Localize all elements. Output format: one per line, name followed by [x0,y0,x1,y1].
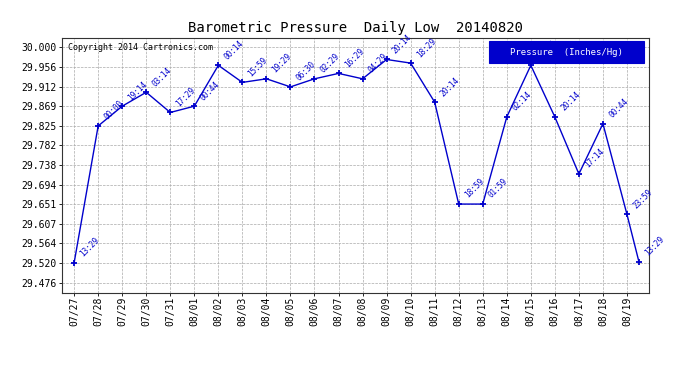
Title: Barometric Pressure  Daily Low  20140820: Barometric Pressure Daily Low 20140820 [188,21,523,35]
Text: 01:59: 01:59 [487,177,510,200]
Text: 17:14: 17:14 [583,147,606,170]
Text: 17:29: 17:29 [175,86,197,108]
Text: 00:14: 00:14 [222,39,245,61]
Text: 18:59: 18:59 [463,177,486,200]
Text: 19:29: 19:29 [270,52,293,75]
Text: 20:14: 20:14 [439,75,462,98]
Text: 06:30: 06:30 [295,60,317,83]
Text: 18:14: 18:14 [535,39,558,61]
Text: 04:29: 04:29 [366,52,389,75]
Text: 15:59: 15:59 [246,56,269,78]
Text: 16:29: 16:29 [343,46,366,69]
Text: Pressure  (Inches/Hg): Pressure (Inches/Hg) [511,48,623,57]
Text: 03:14: 03:14 [150,65,173,88]
Text: 00:00: 00:00 [102,99,125,122]
Text: 23:59: 23:59 [631,188,654,210]
Text: Copyright 2014 Cartronics.com: Copyright 2014 Cartronics.com [68,43,213,52]
Text: 13:29: 13:29 [643,235,666,258]
FancyBboxPatch shape [489,41,644,63]
Text: 02:14: 02:14 [511,90,533,113]
Text: 13:29: 13:29 [78,236,101,259]
Text: 00:44: 00:44 [607,97,630,120]
Text: 20:14: 20:14 [391,33,413,56]
Text: 19:14: 19:14 [126,79,149,102]
Text: 02:29: 02:29 [319,52,342,75]
Text: 00:44: 00:44 [199,79,221,102]
Text: 20:14: 20:14 [559,90,582,113]
Text: 18:29: 18:29 [415,36,437,59]
